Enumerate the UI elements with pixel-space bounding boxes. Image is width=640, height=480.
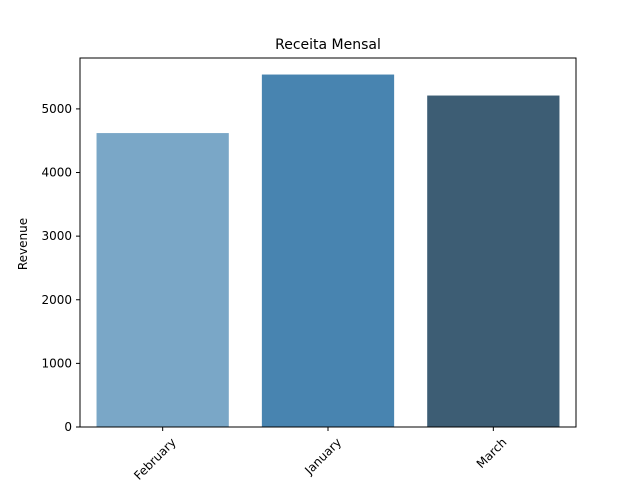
x-tick-label: March xyxy=(474,435,510,471)
y-tick-label: 0 xyxy=(64,420,72,434)
bar-january xyxy=(261,74,395,427)
x-tick-label: January xyxy=(301,435,344,478)
y-tick-label: 5000 xyxy=(41,102,72,116)
bar-march xyxy=(427,95,560,428)
y-axis: 0 1000 2000 3000 4000 5000 xyxy=(41,102,80,434)
y-tick-label: 2000 xyxy=(41,293,72,307)
bar-february xyxy=(96,133,229,427)
y-tick-label: 3000 xyxy=(41,229,72,243)
chart-title: Receita Mensal xyxy=(275,37,381,53)
y-tick-label: 1000 xyxy=(41,356,72,370)
bars-group xyxy=(96,74,560,428)
x-axis: February January March xyxy=(131,427,509,480)
x-tick-label: February xyxy=(131,435,179,480)
y-tick-label: 4000 xyxy=(41,166,72,180)
y-axis-label: Revenue xyxy=(16,218,30,270)
plot-frame xyxy=(79,57,577,428)
